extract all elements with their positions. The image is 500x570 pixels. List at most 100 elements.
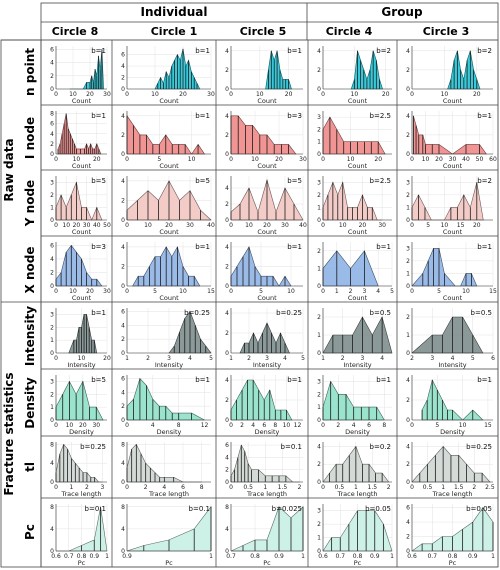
- panel-n-point-circle-3-xlabel: Count: [443, 97, 463, 105]
- panel-density-circle-8-xtick-1: 10: [66, 422, 74, 429]
- panel-intensity-circle-8-ytick-2: 2: [50, 324, 54, 331]
- panel-x-node-circle-8-bin-label: b=3: [91, 243, 106, 251]
- panel-pc-circle-5-xtick-1: 0.8: [250, 553, 260, 560]
- panel-tl-circle-3-ytick-2: 4: [406, 443, 410, 450]
- panel-y-node-circle-1-ytick-1: 2: [121, 197, 125, 204]
- panel-y-node-circle-3-ytick-1: 1: [406, 204, 410, 211]
- panel-n-point-circle-1-xtick-1: 10: [151, 91, 159, 98]
- panel-pc-circle-5-bin-label: b=0.025: [272, 505, 302, 513]
- panel-tl-circle-5-xtick-0: 0: [229, 484, 233, 491]
- panel-n-point-circle-1-ytick-1: 2: [121, 75, 125, 82]
- panel-x-node-circle-5-xtick-0: 0: [229, 288, 233, 295]
- panel-pc-circle-3-xtick-1: 0.7: [427, 553, 437, 560]
- panel-intensity-circle-8-xtick-2: 20: [103, 355, 111, 362]
- panel-density-circle-4-xlabel: Density: [345, 428, 370, 436]
- panel-density-circle-1-xlabel: Density: [157, 428, 182, 436]
- panel-tl-circle-5-ytick-2: 4: [225, 454, 229, 461]
- panel-pc-circle-4-xtick-1: 0.7: [335, 553, 345, 560]
- panel-y-node-circle-4-xtick-1: 10: [339, 222, 347, 229]
- panel-tl-circle-5-xlabel: Trace length: [246, 490, 287, 498]
- panel-density-circle-3: 0 5 10 15 0 2 4 Density b=1: [396, 368, 499, 437]
- panel-n-point-circle-8-ytick-3: 6: [50, 46, 54, 53]
- panel-y-node-circle-4-ytick-2: 2: [317, 192, 321, 199]
- panel-density-circle-8-area: [55, 380, 104, 421]
- panel-tl-circle-1-xlabel: Trace length: [148, 490, 189, 498]
- panel-intensity-circle-8: 0 10 20 0 1 2 3 Intensity b=1: [40, 301, 113, 370]
- panel-x-node-circle-8-ytick-1: 2: [50, 269, 54, 276]
- panel-tl-circle-8-xlabel: Trace length: [60, 490, 101, 498]
- panel-pc-circle-3: 0.6 0.7 0.8 0.9 1 0 2 4 6 Pc b=0.05: [396, 497, 499, 568]
- panel-tl-circle-1-xtick-1: 2: [144, 484, 148, 491]
- panel-n-point-circle-8: 0 10 20 30 0 2 4 6 Count b=1: [40, 39, 113, 106]
- panel-y-node-circle-1-bin-label: b=5: [195, 177, 210, 185]
- panel-intensity-circle-4-ytick-2: 2: [317, 314, 321, 321]
- panel-y-node-circle-1-xtick-3: 30: [186, 222, 194, 229]
- panel-pc-circle-4-ytick-3: 3: [317, 508, 321, 515]
- panel-x-node-circle-8-ytick-0: 0: [50, 283, 54, 290]
- panel-pc-circle-1: 0.9 1 0 4 8 Pc b=0.1: [111, 497, 217, 568]
- panel-x-node-circle-4-xtick-5: 5: [390, 288, 394, 295]
- panel-x-node-circle-3-ytick-3: 3: [406, 245, 410, 252]
- panel-tl-circle-4-ytick-1: 2: [317, 461, 321, 468]
- panel-tl-circle-4: 0 0.5 1 1.5 2 0 2 4 Trace length b=0.2: [307, 435, 398, 499]
- panel-density-circle-4-xtick-1: 2: [336, 422, 340, 429]
- panel-pc-circle-8-xtick-1: 0.7: [64, 553, 74, 560]
- panel-density-circle-5-xtick-2: 4: [251, 422, 255, 429]
- panel-i-node-circle-3-ytick-1: 2: [406, 132, 410, 139]
- panel-intensity-circle-4-xlabel: Intensity: [343, 361, 371, 369]
- panel-y-node-circle-5-xtick-3: 30: [281, 222, 289, 229]
- panel-pc-circle-4-bin-label: b=0.05: [365, 505, 391, 513]
- panel-intensity-circle-3-xtick-0: 2: [410, 355, 414, 362]
- panel-intensity-circle-3-bin-label: b=0.5: [471, 309, 492, 317]
- panel-intensity-circle-1-xtick-4: 5: [209, 355, 213, 362]
- panel-density-circle-8-xtick-2: 20: [79, 422, 87, 429]
- panel-density-circle-5-xtick-4: 8: [273, 422, 277, 429]
- panel-intensity-circle-1-xtick-1: 2: [146, 355, 150, 362]
- panel-n-point-circle-5-xtick-1: 10: [256, 91, 264, 98]
- panel-tl-circle-1-xtick-2: 4: [162, 484, 166, 491]
- panel-n-point-circle-1-bin-label: b=1: [195, 47, 210, 55]
- row-label-intensity: Intensity: [23, 306, 37, 366]
- panel-i-node-circle-1-ytick-1: 2: [121, 132, 125, 139]
- panel-intensity-circle-4-area: [322, 316, 393, 354]
- panel-y-node-circle-3-ytick-3: 3: [406, 179, 410, 186]
- panel-n-point-circle-3-bin-label: b=2: [477, 47, 492, 55]
- column-header-circle-3: Circle 3: [423, 25, 470, 38]
- panel-pc-circle-5-xtick-3: 1: [301, 553, 305, 560]
- panel-i-node-circle-3-xtick-2: 20: [435, 156, 443, 163]
- panel-y-node-circle-3-ytick-0: 0: [406, 217, 410, 224]
- panel-n-point-circle-5-xlabel: Count: [257, 97, 277, 105]
- panel-i-node-circle-3-xlabel: Count: [443, 162, 463, 170]
- panel-y-node-circle-8-xtick-0: 0: [54, 222, 58, 229]
- section-label-fracture-statistics: Fracture statistics: [2, 372, 16, 495]
- panel-density-circle-8-ytick-2: 2: [50, 391, 54, 398]
- panel-density-circle-3-xtick-3: 15: [484, 422, 492, 429]
- panel-n-point-circle-4-ytick-0: 0: [317, 86, 321, 93]
- panel-tl-circle-8-ytick-2: 8: [50, 441, 54, 448]
- panel-i-node-circle-5-area: [230, 115, 297, 155]
- panel-y-node-circle-1-ytick-2: 4: [121, 178, 125, 185]
- panel-intensity-circle-5-xtick-0: 1: [229, 355, 233, 362]
- panel-intensity-circle-3-xlabel: Intensity: [438, 361, 466, 369]
- panel-density-circle-1-xtick-0: 0: [125, 422, 129, 429]
- panel-intensity-circle-5-xtick-3: 4: [283, 355, 287, 362]
- panel-density-circle-8-xlabel: Density: [69, 428, 94, 436]
- panel-tl-circle-3-xtick-2: 1: [441, 484, 445, 491]
- panel-pc-circle-3-frame: [396, 497, 499, 568]
- panel-n-point-circle-4-xlabel: Count: [348, 97, 368, 105]
- panel-density-circle-1-bin-label: b=1: [195, 376, 210, 384]
- panel-pc-circle-4-ytick-2: 2: [317, 521, 321, 528]
- panel-tl-circle-8-xtick-3: 3: [100, 484, 104, 491]
- panel-n-point-circle-4: 0 10 20 0 2 4 Count b=2: [307, 39, 398, 106]
- panel-intensity-circle-8-xtick-1: 10: [78, 355, 86, 362]
- panel-n-point-circle-3-xtick-1: 10: [441, 91, 449, 98]
- panel-y-node-circle-8-xlabel: Count: [72, 228, 92, 236]
- panel-n-point-circle-8-xtick-1: 10: [69, 91, 77, 98]
- panel-y-node-circle-4-xtick-0: 0: [321, 222, 325, 229]
- panel-n-point-circle-1-xtick-2: 20: [179, 91, 187, 98]
- panel-pc-circle-8-bin-label: b=0.1: [85, 505, 106, 513]
- column-header-circle-4: Circle 4: [326, 25, 373, 38]
- panel-n-point-circle-5: 0 10 20 0 2 4 Count b=1: [215, 39, 309, 106]
- panel-i-node-circle-8-xtick-1: 10: [73, 156, 81, 163]
- panel-n-point-circle-4-xtick-0: 0: [321, 91, 325, 98]
